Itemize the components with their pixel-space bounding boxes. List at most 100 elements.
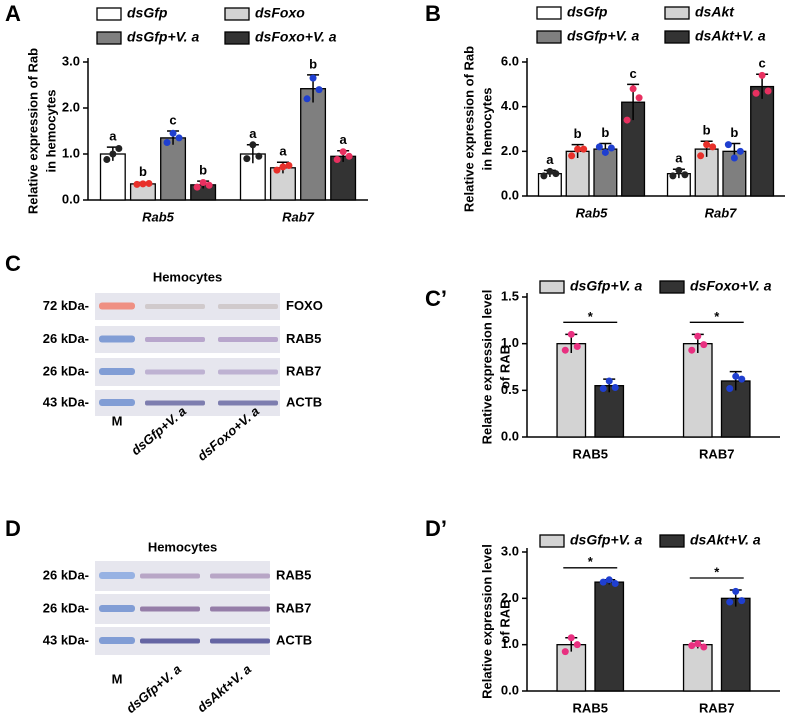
data-point: [574, 145, 582, 153]
data-point: [573, 641, 581, 649]
marker-band: [99, 335, 135, 343]
protein-band: [140, 573, 200, 579]
data-point: [599, 384, 607, 392]
legend-swatch: [659, 534, 685, 548]
y-tick-label: 2.0: [501, 143, 519, 158]
x-tick-label: RAB7: [699, 446, 734, 461]
data-point: [681, 171, 689, 179]
x-tick-label: Rab5: [142, 209, 175, 224]
data-point: [601, 148, 609, 156]
data-point: [249, 141, 257, 149]
legend-label: dsGfp+V. a: [570, 532, 642, 548]
data-point: [700, 341, 708, 349]
panel-label: C’: [425, 286, 447, 311]
blot-size-label: 26 kDa-: [43, 363, 89, 378]
data-point: [758, 71, 766, 79]
legend-label: dsGfp+V. a: [570, 278, 642, 294]
blot-row-label: RAB7: [286, 363, 321, 378]
protein-band: [140, 606, 200, 612]
data-point: [309, 74, 317, 82]
protein-band: [140, 638, 200, 644]
significance-letter: a: [109, 129, 117, 144]
blot-row-label: ACTB: [276, 632, 312, 647]
data-point: [688, 642, 696, 650]
bar: [594, 581, 625, 692]
data-point: [139, 180, 147, 188]
protein-band: [145, 400, 205, 406]
data-point: [709, 143, 717, 151]
data-point: [567, 330, 575, 338]
significance-letter: c: [758, 56, 765, 71]
marker-band: [99, 399, 135, 406]
blot-row-label: ACTB: [286, 394, 322, 409]
marker-band: [99, 368, 135, 375]
significance-star: *: [588, 309, 594, 324]
lane-label: M: [112, 671, 123, 686]
blot-row-label: RAB5: [286, 331, 321, 346]
blot-size-label: 72 kDa-: [43, 298, 89, 313]
legend-label: dsGfp: [567, 4, 608, 20]
y-tick-label: 3.0: [62, 53, 80, 68]
y-tick-label: 6.0: [501, 53, 519, 68]
data-point: [573, 342, 581, 350]
data-point: [255, 152, 263, 160]
protein-band: [218, 400, 278, 406]
blot-row-label: FOXO: [286, 298, 323, 313]
significance-letter: a: [249, 126, 257, 141]
blot-size-label: 26 kDa-: [43, 567, 89, 582]
data-point: [697, 152, 705, 160]
legend-swatch: [659, 280, 685, 294]
bar: [682, 644, 713, 692]
data-point: [694, 332, 702, 340]
y-axis-label: in hemocytes: [479, 87, 494, 170]
data-point: [163, 139, 171, 146]
data-point: [199, 179, 207, 187]
data-point: [752, 89, 760, 97]
data-point: [607, 144, 615, 152]
y-tick-label: 1.0: [501, 636, 519, 651]
significance-letter: a: [279, 144, 287, 159]
bar: [593, 148, 618, 197]
bar: [300, 88, 327, 201]
blot-size-label: 26 kDa-: [43, 331, 89, 346]
protein-band: [210, 638, 270, 644]
bar: [594, 385, 625, 438]
data-point: [169, 129, 177, 137]
significance-letter: c: [169, 112, 176, 127]
y-tick-label: 2.0: [62, 99, 80, 114]
data-point: [669, 172, 677, 180]
protein-band: [145, 369, 205, 375]
y-tick-label: 1.0: [501, 335, 519, 350]
blot-row-label: RAB5: [276, 567, 311, 582]
protein-band: [218, 369, 278, 375]
data-point: [732, 372, 740, 380]
y-tick-label: 1.5: [501, 288, 519, 303]
data-point: [623, 116, 631, 124]
marker-band: [99, 637, 135, 644]
data-point: [738, 375, 746, 383]
data-point: [339, 148, 347, 156]
y-tick-label: 1.0: [62, 145, 80, 160]
data-point: [605, 576, 613, 584]
data-point: [635, 94, 643, 102]
protein-band: [210, 606, 270, 612]
significance-letter: a: [340, 132, 348, 147]
y-tick-label: 0.5: [501, 382, 519, 397]
x-tick-label: RAB5: [573, 446, 608, 461]
y-axis-label: of RAB: [497, 599, 512, 643]
legend-swatch: [96, 7, 122, 21]
significance-letter: a: [546, 152, 554, 167]
data-point: [567, 634, 575, 642]
y-tick-label: 3.0: [501, 543, 519, 558]
x-tick-label: RAB5: [573, 700, 608, 715]
data-point: [193, 183, 201, 191]
y-tick-label: 0.0: [62, 191, 80, 206]
bar: [269, 167, 296, 201]
bar: [682, 343, 713, 438]
data-point: [540, 172, 548, 180]
data-point: [629, 85, 637, 93]
data-point: [552, 170, 560, 178]
panel-label: A: [5, 1, 21, 26]
significance-letter: b: [139, 164, 147, 179]
